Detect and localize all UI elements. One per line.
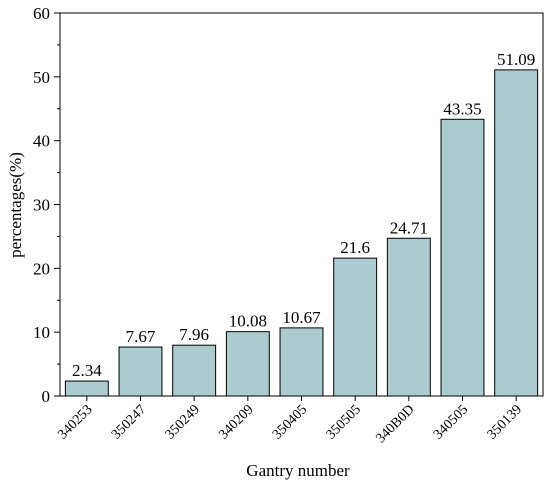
x-tick-label-350139: 350139 [485, 402, 525, 442]
x-tick-label-340B0D: 340B0D [373, 402, 417, 446]
bar-340253 [64, 380, 109, 397]
x-tick-label-340253: 340253 [55, 402, 95, 442]
x-tick-label-350247: 350247 [109, 402, 149, 442]
x-axis-title: Gantry number [246, 461, 350, 480]
data-labels-layer: 2.34 7.67 7.96 10.08 10.67 21.6 24.71 43.35 51.0… [72, 50, 535, 380]
data-label-350247: 7.67 [126, 327, 156, 346]
bar-350139 [494, 69, 539, 397]
y-tick-label-10: 10 [33, 323, 50, 342]
bar-340B0D [386, 237, 431, 397]
x-tick-label-350505: 350505 [324, 402, 364, 442]
y-tick-label-40: 40 [33, 132, 50, 151]
data-label-350405: 10.67 [282, 308, 321, 327]
data-label-340253: 2.34 [72, 361, 102, 380]
x-tick-label-350405: 350405 [270, 402, 310, 442]
y-tick-label-20: 20 [33, 259, 50, 278]
bar-350405 [279, 327, 324, 397]
x-tick-label-340209: 340209 [216, 402, 256, 442]
data-label-340505: 43.35 [443, 99, 481, 118]
x-tick-label-340505: 340505 [431, 402, 471, 442]
bar-340209 [225, 331, 270, 397]
plot-frame [59, 12, 544, 397]
bar-350505 [333, 257, 378, 397]
y-tick-label-50: 50 [33, 68, 50, 87]
bar-350249 [172, 344, 217, 397]
data-label-350249: 7.96 [179, 325, 209, 344]
x-tick-label-350249: 350249 [163, 402, 203, 442]
bar-340505 [440, 118, 485, 397]
bars-layer [64, 69, 539, 397]
data-label-350505: 21.6 [340, 238, 370, 257]
y-tick-label-30: 30 [33, 196, 50, 215]
data-label-340209: 10.08 [229, 312, 267, 331]
bar-350247 [118, 346, 163, 397]
y-tick-label-0: 0 [42, 387, 51, 406]
data-label-340B0D: 24.71 [390, 218, 428, 237]
y-tick-label-60: 60 [33, 4, 50, 23]
data-label-350139: 51.09 [497, 50, 535, 69]
y-axis-title: percentages(%) [6, 152, 25, 258]
